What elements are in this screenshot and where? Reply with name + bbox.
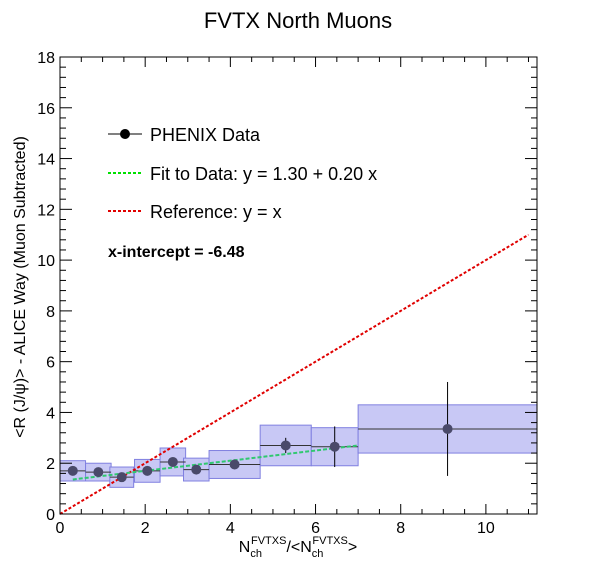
data-point xyxy=(329,441,340,452)
x-tick-label: 2 xyxy=(141,520,150,537)
legend-marker xyxy=(120,129,130,139)
y-tick-label: 10 xyxy=(37,253,55,270)
x-axis-label: NchFVTXS/<NchFVTXS> xyxy=(239,535,357,560)
y-tick-label: 16 xyxy=(37,101,55,118)
reference-line-group xyxy=(59,233,529,515)
y-tick-label: 12 xyxy=(37,202,55,219)
data-point xyxy=(67,465,78,476)
data-point xyxy=(142,465,153,476)
plot-frame xyxy=(59,56,538,515)
y-tick-label: 0 xyxy=(46,507,55,524)
legend: PHENIX Data Fit to Data: y = 1.30 + 0.20… xyxy=(108,125,377,222)
y-tick-label: 14 xyxy=(37,152,55,169)
y-tick-label: 6 xyxy=(46,355,55,372)
data-point xyxy=(280,440,291,451)
legend-label-reference: Reference: y = x xyxy=(150,202,282,222)
data-point xyxy=(229,459,240,470)
x-tick-label: 6 xyxy=(311,520,320,537)
x-tick-label: 0 xyxy=(56,520,65,537)
data-points xyxy=(67,423,453,483)
data-point xyxy=(442,423,453,434)
x-axis-ticks: 0 2 4 6 8 10 xyxy=(56,57,529,537)
data-point xyxy=(93,467,104,478)
x-tick-label: 4 xyxy=(226,520,235,537)
x-tick-label: 8 xyxy=(396,520,405,537)
y-tick-label: 18 xyxy=(37,50,55,67)
y-tick-label: 4 xyxy=(46,405,55,422)
y-tick-label: 2 xyxy=(46,456,55,473)
chart-title: FVTX North Muons xyxy=(204,8,392,33)
y-axis-label: <R (J/ψ)> - ALICE Way (Muon Subtracted) xyxy=(12,136,29,438)
legend-label-fit: Fit to Data: y = 1.30 + 0.20 x xyxy=(150,164,377,184)
reference-line xyxy=(59,233,529,515)
systematic-error-boxes xyxy=(59,404,538,488)
x-tick-label: 10 xyxy=(477,520,495,537)
x-intercept-annotation: x-intercept = -6.48 xyxy=(108,244,245,261)
legend-label-data: PHENIX Data xyxy=(150,125,261,145)
data-point xyxy=(191,464,202,475)
y-tick-label: 8 xyxy=(46,304,55,321)
y-axis-ticks: 0 2 4 6 8 10 12 14 16 18 xyxy=(37,50,537,524)
data-point xyxy=(167,456,178,467)
data-point xyxy=(116,472,127,483)
